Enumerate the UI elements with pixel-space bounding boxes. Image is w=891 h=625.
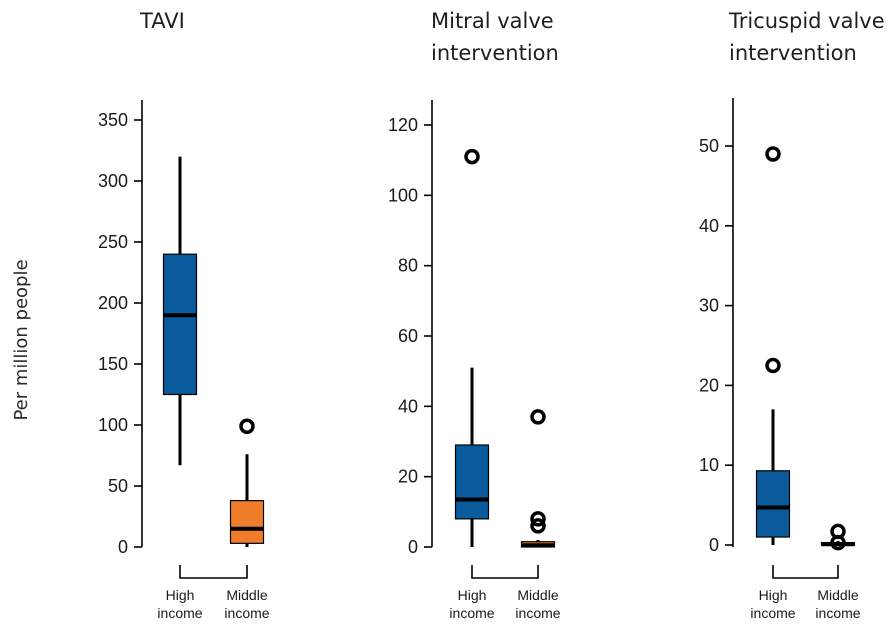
y-tick-label-tavi: 350 <box>98 110 128 130</box>
box-high-income-tavi <box>162 253 198 396</box>
y-tick-label-tricuspid: 20 <box>699 375 719 395</box>
category-label-middle-income-mitral: Middle <box>517 587 558 603</box>
panel-tricuspid: Tricuspid valve intervention 0 10 20 30 40 50… <box>699 9 885 621</box>
box-high-income-tricuspid <box>755 470 791 538</box>
y-tick-label-mitral: 0 <box>408 537 418 557</box>
y-tick-label-mitral: 80 <box>398 256 418 276</box>
category-label-middle-income-tavi: income <box>224 605 269 621</box>
category-label-middle-income-mitral: income <box>515 605 560 621</box>
panel-title-tricuspid: Tricuspid valve <box>728 9 885 33</box>
y-tick-label-tavi: 250 <box>98 232 128 252</box>
panel-title-mitral: Mitral valve <box>431 9 554 33</box>
y-tick-label-tricuspid: 40 <box>699 216 719 236</box>
y-tick-label-mitral: 120 <box>388 115 418 135</box>
panel-tavi: TAVI 0 50 100 150 200 250 300 350 High income Midd… <box>98 9 270 621</box>
category-bracket-tricuspid <box>772 565 839 579</box>
category-label-middle-income-tricuspid: income <box>815 605 860 621</box>
panel-mitral: Mitral valve intervention 0 20 40 60 80 100 12… <box>388 9 561 621</box>
y-tick-label-tavi: 200 <box>98 293 128 313</box>
panel-title-tricuspid-line2: intervention <box>729 41 857 65</box>
outlier-middle-income-tricuspid <box>830 523 846 540</box>
y-tick-label-mitral: 20 <box>398 467 418 487</box>
y-tick-label-tavi: 300 <box>98 171 128 191</box>
category-bracket-mitral <box>471 565 539 579</box>
box-middle-income-tavi <box>229 500 265 544</box>
box-high-income-mitral <box>454 444 490 520</box>
plot-area-mitral: 0 20 40 60 80 100 120 High income Middle income <box>388 100 561 621</box>
panel-title-mitral-line2: intervention <box>431 41 559 65</box>
category-label-high-income-tavi: High <box>166 587 195 603</box>
y-tick-label-mitral: 60 <box>398 326 418 346</box>
category-label-middle-income-tricuspid: Middle <box>817 587 858 603</box>
y-axis-label: Per million people <box>11 259 32 420</box>
y-tick-label-tavi: 50 <box>108 476 128 496</box>
y-tick-label-mitral: 100 <box>388 185 418 205</box>
category-label-high-income-tricuspid: High <box>759 587 788 603</box>
outlier-middle-income-mitral <box>530 409 546 425</box>
outlier-middle-income-mitral <box>530 518 546 534</box>
outlier-high-income-tricuspid <box>765 146 781 162</box>
category-label-high-income-tricuspid: income <box>750 605 795 621</box>
category-label-high-income-mitral: High <box>458 587 487 603</box>
y-tick-label-tricuspid: 50 <box>699 136 719 156</box>
outlier-middle-income-mitral <box>530 511 546 527</box>
category-label-high-income-mitral: income <box>449 605 494 621</box>
y-tick-label-tavi: 0 <box>118 537 128 557</box>
outlier-middle-income-tavi <box>239 418 255 434</box>
plot-area-tavi: 0 50 100 150 200 250 300 350 High income Middle inc… <box>98 100 270 621</box>
category-label-middle-income-tavi: Middle <box>226 587 267 603</box>
panel-title-tavi: TAVI <box>139 9 185 33</box>
category-bracket-tavi <box>179 565 248 579</box>
y-tick-label-tavi: 150 <box>98 354 128 374</box>
outlier-high-income-mitral <box>464 148 480 165</box>
y-tick-label-tricuspid: 30 <box>699 296 719 316</box>
y-tick-label-tavi: 100 <box>98 415 128 435</box>
outlier-high-income-tricuspid <box>765 357 781 374</box>
y-tick-label-tricuspid: 10 <box>699 455 719 475</box>
plot-area-tricuspid: 0 10 20 30 40 50 High income Middle income <box>699 98 861 621</box>
category-label-high-income-tavi: income <box>157 605 202 621</box>
y-tick-label-tricuspid: 0 <box>709 535 719 555</box>
y-tick-label-mitral: 40 <box>398 396 418 416</box>
